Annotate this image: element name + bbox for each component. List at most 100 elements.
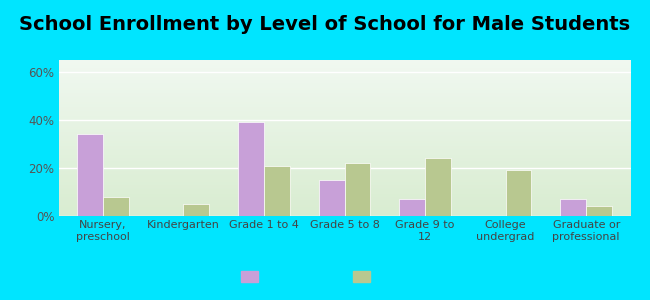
Bar xyxy=(58,116,630,118)
Bar xyxy=(183,204,209,216)
Bar xyxy=(58,83,630,85)
Bar xyxy=(58,193,630,194)
Bar xyxy=(58,180,630,182)
Bar xyxy=(58,115,630,116)
Bar xyxy=(58,107,630,108)
Bar xyxy=(58,65,630,66)
Bar xyxy=(58,66,630,68)
Bar xyxy=(58,86,630,88)
Bar xyxy=(58,154,630,155)
Bar xyxy=(58,196,630,197)
Bar xyxy=(58,105,630,107)
Bar xyxy=(77,134,103,216)
Bar xyxy=(58,77,630,79)
Bar xyxy=(58,168,630,169)
Bar xyxy=(58,147,630,149)
Bar xyxy=(58,188,630,190)
Bar xyxy=(58,191,630,193)
Bar xyxy=(58,99,630,100)
Bar xyxy=(58,152,630,154)
Bar xyxy=(58,74,630,76)
Bar xyxy=(58,182,630,183)
Bar xyxy=(58,98,630,99)
Bar xyxy=(58,127,630,129)
Bar xyxy=(58,73,630,74)
Bar xyxy=(264,166,290,216)
Bar xyxy=(58,169,630,171)
Bar xyxy=(58,149,630,151)
Bar xyxy=(58,141,630,143)
Legend: McGregor, Iowa: McGregor, Iowa xyxy=(235,265,415,290)
Bar xyxy=(318,180,344,216)
Bar xyxy=(586,206,612,216)
Bar xyxy=(58,186,630,188)
Bar xyxy=(103,197,129,216)
Bar xyxy=(58,207,630,208)
Bar xyxy=(58,200,630,202)
Bar xyxy=(58,164,630,166)
Bar xyxy=(344,163,370,216)
Bar xyxy=(58,135,630,136)
Bar xyxy=(425,158,451,216)
Bar xyxy=(58,178,630,180)
Bar xyxy=(58,155,630,157)
Bar xyxy=(58,71,630,73)
Bar xyxy=(58,125,630,127)
Bar xyxy=(58,203,630,205)
Bar xyxy=(58,76,630,77)
Bar xyxy=(58,112,630,113)
Bar xyxy=(58,124,630,125)
Bar xyxy=(58,161,630,163)
Bar xyxy=(58,68,630,69)
Bar xyxy=(560,199,586,216)
Bar xyxy=(58,183,630,185)
Bar xyxy=(58,79,630,80)
Bar xyxy=(58,177,630,178)
Bar xyxy=(58,129,630,130)
Bar xyxy=(58,176,630,177)
Bar xyxy=(58,136,630,138)
Bar xyxy=(58,118,630,119)
Bar xyxy=(58,61,630,63)
Bar xyxy=(58,100,630,102)
Bar xyxy=(58,88,630,90)
Bar xyxy=(58,214,630,216)
Bar xyxy=(58,80,630,82)
Text: School Enrollment by Level of School for Male Students: School Enrollment by Level of School for… xyxy=(20,15,630,34)
Bar xyxy=(58,190,630,191)
Bar xyxy=(58,82,630,83)
Bar xyxy=(58,213,630,214)
Bar xyxy=(58,171,630,172)
Bar xyxy=(58,158,630,160)
Bar xyxy=(58,90,630,91)
Bar xyxy=(58,60,630,61)
Bar xyxy=(58,119,630,121)
Bar xyxy=(58,121,630,122)
Bar xyxy=(58,210,630,211)
Bar xyxy=(58,110,630,112)
Bar xyxy=(58,172,630,174)
Bar xyxy=(58,146,630,147)
Bar xyxy=(58,197,630,199)
Bar xyxy=(399,199,425,216)
Bar xyxy=(58,138,630,140)
Bar xyxy=(58,211,630,213)
Bar xyxy=(58,174,630,176)
Bar xyxy=(58,63,630,65)
Bar xyxy=(58,132,630,133)
Bar xyxy=(58,185,630,186)
Bar xyxy=(58,94,630,96)
Bar xyxy=(58,130,630,132)
Bar xyxy=(58,208,630,210)
Bar xyxy=(58,163,630,164)
Bar xyxy=(58,102,630,104)
Bar xyxy=(58,113,630,115)
Bar xyxy=(58,151,630,152)
Bar xyxy=(58,104,630,105)
Bar xyxy=(58,122,630,124)
Bar xyxy=(58,194,630,196)
Bar xyxy=(58,69,630,71)
Bar xyxy=(58,91,630,93)
Bar xyxy=(58,133,630,135)
Bar xyxy=(58,143,630,144)
